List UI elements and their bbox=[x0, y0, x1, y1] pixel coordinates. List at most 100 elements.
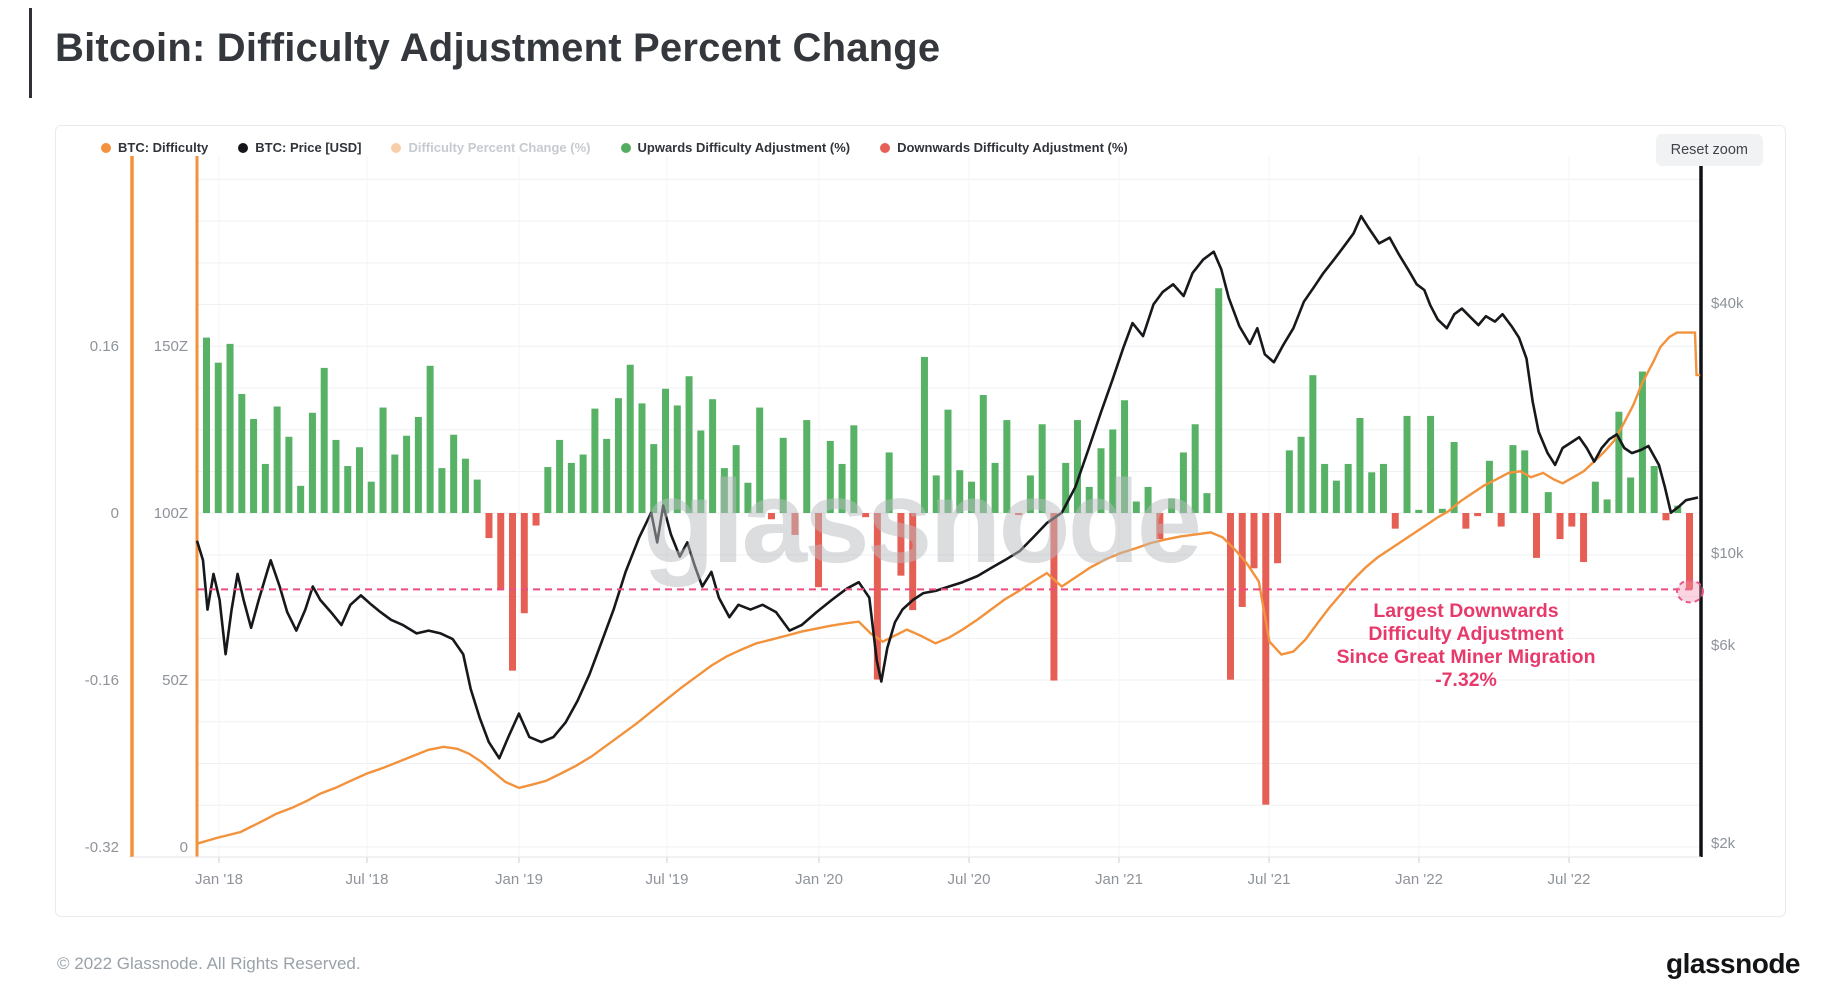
upward-adjustment-bar[interactable] bbox=[1097, 448, 1105, 513]
downward-adjustment-bar[interactable] bbox=[1556, 513, 1564, 540]
downward-adjustment-bar[interactable] bbox=[1580, 513, 1588, 563]
upward-adjustment-bar[interactable] bbox=[320, 367, 328, 513]
upward-adjustment-bar[interactable] bbox=[1203, 493, 1211, 513]
upward-adjustment-bar[interactable] bbox=[391, 454, 399, 513]
upward-adjustment-bar[interactable] bbox=[850, 425, 858, 513]
upward-adjustment-bar[interactable] bbox=[1168, 498, 1176, 513]
upward-adjustment-bar[interactable] bbox=[1379, 463, 1387, 513]
upward-adjustment-bar[interactable] bbox=[1438, 508, 1446, 513]
upward-adjustment-bar[interactable] bbox=[1356, 417, 1364, 513]
downward-adjustment-bar[interactable] bbox=[1156, 513, 1164, 540]
downward-adjustment-bar[interactable] bbox=[520, 513, 528, 614]
upward-adjustment-bar[interactable] bbox=[968, 481, 976, 513]
downward-adjustment-bar[interactable] bbox=[485, 513, 493, 539]
upward-adjustment-bar[interactable] bbox=[1650, 466, 1658, 513]
downward-adjustment-bar[interactable] bbox=[897, 513, 905, 576]
upward-adjustment-bar[interactable] bbox=[556, 439, 564, 513]
upward-adjustment-bar[interactable] bbox=[1132, 501, 1140, 513]
downward-adjustment-bar[interactable] bbox=[1662, 513, 1670, 521]
upward-adjustment-bar[interactable] bbox=[1450, 442, 1458, 513]
upward-adjustment-bar[interactable] bbox=[1415, 509, 1423, 513]
legend-item-1[interactable]: BTC: Price [USD] bbox=[238, 140, 361, 155]
upward-adjustment-bar[interactable] bbox=[1638, 371, 1646, 513]
upward-adjustment-bar[interactable] bbox=[1109, 429, 1117, 513]
legend-item-3[interactable]: Upwards Difficulty Adjustment (%) bbox=[620, 140, 850, 155]
upward-adjustment-bar[interactable] bbox=[1121, 400, 1129, 513]
upward-adjustment-bar[interactable] bbox=[461, 458, 469, 513]
downward-adjustment-bar[interactable] bbox=[1262, 513, 1270, 805]
upward-adjustment-bar[interactable] bbox=[356, 447, 364, 513]
upward-adjustment-bar[interactable] bbox=[426, 365, 434, 513]
upward-adjustment-bar[interactable] bbox=[579, 454, 587, 513]
reset-zoom-button[interactable]: Reset zoom bbox=[1655, 134, 1763, 166]
upward-adjustment-bar[interactable] bbox=[920, 356, 928, 513]
upward-adjustment-bar[interactable] bbox=[720, 468, 728, 513]
upward-adjustment-bar[interactable] bbox=[203, 337, 210, 513]
downward-adjustment-bar[interactable] bbox=[1250, 513, 1258, 569]
upward-adjustment-bar[interactable] bbox=[214, 362, 222, 513]
upward-adjustment-bar[interactable] bbox=[603, 438, 611, 513]
upward-adjustment-bar[interactable] bbox=[308, 412, 316, 513]
downward-adjustment-bar[interactable] bbox=[791, 513, 799, 535]
upward-adjustment-bar[interactable] bbox=[1427, 415, 1435, 513]
upward-adjustment-bar[interactable] bbox=[261, 463, 269, 513]
upward-adjustment-bar[interactable] bbox=[1627, 477, 1635, 513]
downward-adjustment-bar[interactable] bbox=[1568, 513, 1576, 527]
upward-adjustment-bar[interactable] bbox=[1026, 475, 1034, 513]
upward-adjustment-bar[interactable] bbox=[803, 420, 811, 513]
upward-adjustment-bar[interactable] bbox=[732, 445, 740, 513]
upward-adjustment-bar[interactable] bbox=[1297, 436, 1305, 513]
downward-adjustment-bar[interactable] bbox=[1226, 513, 1234, 680]
upward-adjustment-bar[interactable] bbox=[273, 406, 281, 513]
upward-adjustment-bar[interactable] bbox=[650, 444, 658, 513]
upward-adjustment-bar[interactable] bbox=[367, 481, 375, 513]
upward-adjustment-bar[interactable] bbox=[238, 393, 246, 513]
upward-adjustment-bar[interactable] bbox=[1309, 375, 1317, 513]
upward-adjustment-bar[interactable] bbox=[250, 419, 258, 513]
downward-adjustment-bar[interactable] bbox=[1686, 513, 1693, 590]
upward-adjustment-bar[interactable] bbox=[1321, 463, 1329, 513]
upward-adjustment-bar[interactable] bbox=[826, 440, 834, 513]
upward-adjustment-bar[interactable] bbox=[1521, 450, 1529, 513]
upward-adjustment-bar[interactable] bbox=[744, 482, 752, 513]
chart-plot-area[interactable]: glassnode 0.16 0 -0.16 -0.32 150Z 100Z 50Z 0 $40k… bbox=[56, 126, 1785, 916]
upward-adjustment-bar[interactable] bbox=[1144, 486, 1152, 513]
upward-adjustment-bar[interactable] bbox=[1509, 445, 1517, 513]
upward-adjustment-bar[interactable] bbox=[1179, 452, 1187, 513]
legend-item-4[interactable]: Downwards Difficulty Adjustment (%) bbox=[880, 140, 1128, 155]
downward-adjustment-bar[interactable] bbox=[873, 513, 881, 680]
upward-adjustment-bar[interactable] bbox=[544, 467, 552, 513]
upward-adjustment-bar[interactable] bbox=[697, 430, 705, 513]
upward-adjustment-bar[interactable] bbox=[1591, 481, 1599, 513]
upward-adjustment-bar[interactable] bbox=[1073, 420, 1081, 513]
upward-adjustment-bar[interactable] bbox=[226, 343, 234, 513]
upward-adjustment-bar[interactable] bbox=[1191, 424, 1199, 513]
upward-adjustment-bar[interactable] bbox=[567, 462, 575, 513]
upward-adjustment-bar[interactable] bbox=[779, 437, 787, 513]
upward-adjustment-bar[interactable] bbox=[1215, 288, 1223, 513]
upward-adjustment-bar[interactable] bbox=[1332, 480, 1340, 513]
downward-adjustment-bar[interactable] bbox=[909, 513, 917, 611]
upward-adjustment-bar[interactable] bbox=[1368, 472, 1376, 513]
upward-adjustment-bar[interactable] bbox=[1085, 486, 1093, 513]
upward-adjustment-bar[interactable] bbox=[1544, 492, 1552, 513]
upward-adjustment-bar[interactable] bbox=[956, 470, 964, 513]
upward-adjustment-bar[interactable] bbox=[1403, 415, 1411, 513]
downward-adjustment-bar[interactable] bbox=[1274, 513, 1282, 564]
upward-adjustment-bar[interactable] bbox=[673, 405, 681, 513]
upward-adjustment-bar[interactable] bbox=[979, 395, 987, 513]
downward-adjustment-bar[interactable] bbox=[1050, 513, 1058, 681]
upward-adjustment-bar[interactable] bbox=[638, 403, 646, 513]
upward-adjustment-bar[interactable] bbox=[626, 364, 634, 513]
downward-adjustment-bar[interactable] bbox=[497, 513, 505, 591]
upward-adjustment-bar[interactable] bbox=[473, 479, 481, 513]
upward-adjustment-bar[interactable] bbox=[1038, 424, 1046, 513]
downward-adjustment-bar[interactable] bbox=[532, 513, 540, 526]
downward-adjustment-bar[interactable] bbox=[1474, 513, 1482, 517]
upward-adjustment-bar[interactable] bbox=[1603, 499, 1611, 513]
upward-adjustment-bar[interactable] bbox=[662, 388, 670, 513]
upward-adjustment-bar[interactable] bbox=[285, 436, 293, 513]
upward-adjustment-bar[interactable] bbox=[1344, 463, 1352, 513]
upward-adjustment-bar[interactable] bbox=[1485, 460, 1493, 513]
upward-adjustment-bar[interactable] bbox=[885, 452, 893, 513]
